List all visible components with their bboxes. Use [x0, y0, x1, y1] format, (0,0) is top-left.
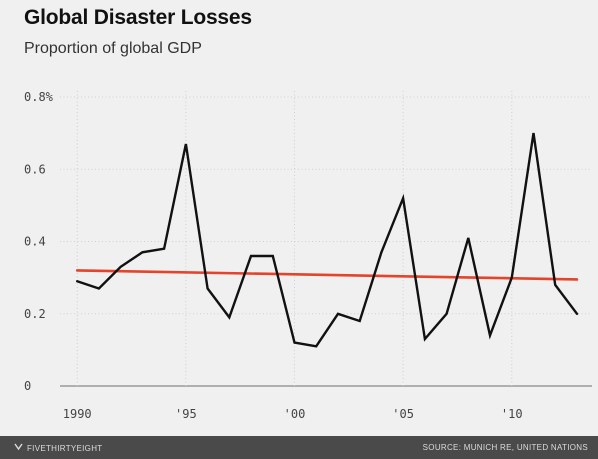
series-line [75, 132, 579, 348]
trend-layer [75, 269, 579, 281]
y-tick-label: 0.2 [24, 307, 46, 321]
x-tick-label: '05 [392, 407, 414, 421]
x-tick-label: '00 [284, 407, 306, 421]
y-tick-label: 0.4 [24, 235, 46, 249]
y-tick-label: 0.8% [24, 90, 54, 104]
series-layer [75, 132, 579, 348]
chart-title: Global Disaster Losses [24, 6, 252, 29]
grid-layer [60, 91, 592, 387]
tick-labels-layer: 0 0.2 0.4 0.6 0.8% 1990 '95 '00 '05 '10 [24, 90, 523, 421]
fivethirtyeight-logo-icon [14, 443, 23, 453]
y-tick-label: 0.6 [24, 162, 46, 176]
brand: FIVETHIRTYEIGHT [14, 443, 102, 453]
chart-subtitle: Proportion of global GDP [24, 40, 202, 57]
x-tick-label: '95 [175, 407, 197, 421]
x-tick-label: 1990 [63, 407, 92, 421]
trend-line [75, 269, 579, 281]
brand-label: FIVETHIRTYEIGHT [27, 444, 103, 453]
source-credit: SOURCE: MUNICH RE, UNITED NATIONS [422, 443, 588, 452]
footer-bar: FIVETHIRTYEIGHT SOURCE: MUNICH RE, UNITE… [0, 436, 598, 459]
y-tick-label: 0 [24, 379, 31, 393]
x-tick-label: '10 [501, 407, 523, 421]
line-chart: 0 0.2 0.4 0.6 0.8% 1990 '95 '00 '05 '10 [24, 90, 592, 421]
